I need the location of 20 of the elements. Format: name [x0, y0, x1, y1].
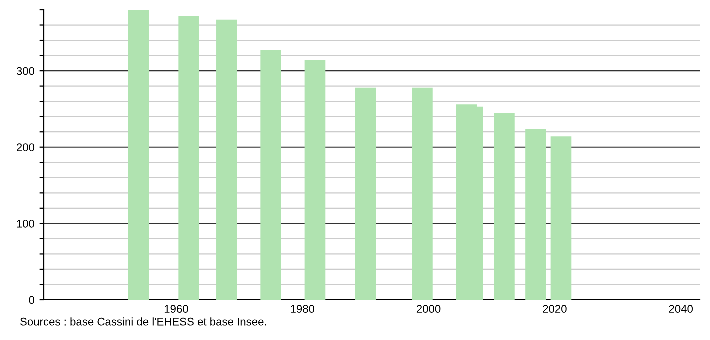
y-tick-label: 200	[16, 144, 35, 152]
source-note: Sources : base Cassini de l'EHESS et base Insee.	[20, 318, 266, 326]
bar	[355, 88, 376, 300]
bar	[128, 10, 150, 300]
bar	[260, 50, 282, 300]
bar	[526, 129, 546, 300]
bar	[412, 88, 433, 300]
x-tick-label: 2000	[416, 305, 441, 314]
bar	[178, 16, 200, 300]
x-tick-label: 1980	[291, 305, 315, 314]
x-tick-label: 2020	[543, 305, 567, 314]
y-tick-label: 0	[29, 296, 35, 304]
bar	[304, 60, 326, 300]
bar	[550, 136, 572, 300]
x-tick-label: 2040	[669, 305, 694, 314]
x-tick-label: 1960	[164, 305, 188, 314]
y-tick-label: 100	[17, 220, 35, 228]
y-tick-label: 300	[16, 67, 35, 76]
bar	[494, 113, 515, 300]
bar	[216, 20, 238, 300]
